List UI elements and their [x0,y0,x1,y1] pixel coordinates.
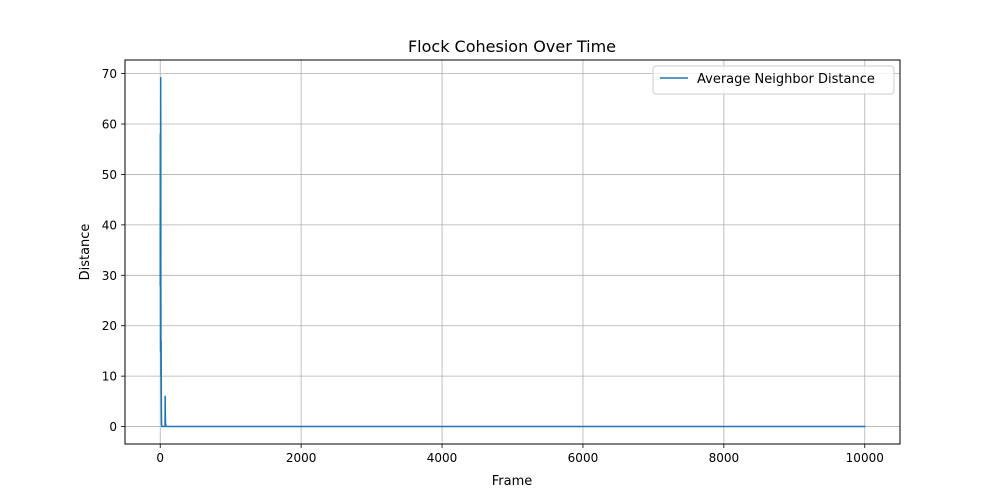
x-tick-label: 8000 [709,451,740,465]
y-tick-label: 60 [102,118,117,132]
y-tick-label: 50 [102,168,117,182]
x-tick-label: 4000 [427,451,458,465]
y-tick-label: 20 [102,319,117,333]
y-tick-label: 40 [102,218,117,232]
legend-label: Average Neighbor Distance [697,72,875,87]
series-layer [159,76,866,428]
series-line [159,76,866,428]
x-axis-label: Frame [492,474,533,489]
y-tick-label: 30 [102,269,117,283]
y-tick-label: 10 [102,370,117,384]
x-tick-label: 2000 [286,451,317,465]
y-axis-ticks: 0 10 20 30 40 50 60 70 [102,67,125,434]
y-axis-label: Distance [78,224,93,281]
y-tick-label: 0 [109,420,117,434]
plot-frame [124,59,901,445]
x-tick-label: 0 [156,451,164,465]
legend-box [652,65,895,95]
x-tick-label: 6000 [568,451,599,465]
x-tick-label: 10000 [846,451,884,465]
y-tick-label: 70 [102,67,117,81]
chart-title: Flock Cohesion Over Time [408,37,616,56]
legend: Average Neighbor Distance [652,65,895,95]
x-axis-ticks: 0 2000 4000 6000 8000 10000 [156,444,884,465]
